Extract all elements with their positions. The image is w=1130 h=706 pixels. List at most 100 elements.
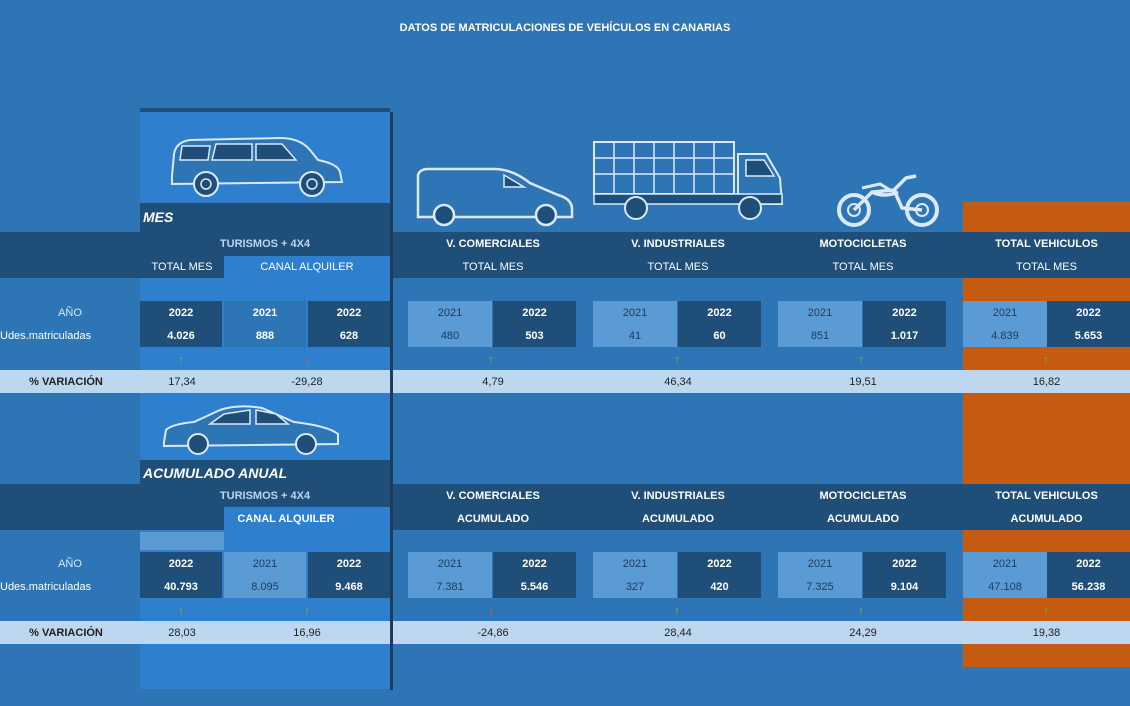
anual-v2-bg <box>1047 552 1130 598</box>
anual-year-c2: 2022 <box>522 557 547 570</box>
anual-m1-bg <box>778 552 862 598</box>
mes-var-tc: -29,28 <box>291 375 323 388</box>
anual-arrow-v: ↑ <box>1042 602 1050 618</box>
anual-arrow-i: ↑ <box>673 602 681 618</box>
mes-sub-motos: TOTAL MES <box>832 261 894 273</box>
anual-group-comerciales: V. COMERCIALES <box>446 489 540 502</box>
mes-header-band <box>0 232 963 278</box>
mes-year-i1: 2021 <box>622 306 648 319</box>
anual-v1-bg <box>963 552 1047 598</box>
truck-icon <box>593 141 784 220</box>
anual-arrow-t: ↑ <box>177 602 185 618</box>
mes-sub-total: TOTAL MES <box>1016 261 1077 273</box>
mes-year-i2: 2022 <box>707 306 732 319</box>
anual-sub-motos: ACUMULADO <box>826 512 900 525</box>
anual-section-label: ACUMULADO ANUAL <box>143 465 288 481</box>
anual-units-c2: 5.546 <box>520 580 549 593</box>
anual-units-t2: 8.095 <box>251 580 279 593</box>
anual-group-total: TOTAL VEHICULOS <box>995 489 1098 502</box>
mes-year-c1: 2021 <box>437 306 463 319</box>
mes-sub-turismos-canal: CANAL ALQUILER <box>260 261 354 273</box>
mes-year-c2: 2022 <box>522 306 547 319</box>
sedan-icon <box>163 405 339 455</box>
mes-var-v: 16,82 <box>1032 375 1061 388</box>
mes-canal-bg <box>224 256 390 278</box>
column-divider <box>390 112 393 690</box>
mes-group-turismos: TURISMOS + 4X4 <box>219 237 311 250</box>
anual-t3-bg <box>308 552 390 598</box>
anual-c2-bg <box>493 552 576 598</box>
anual-var-v: 19,38 <box>1032 626 1061 639</box>
mes-units-c2: 503 <box>525 329 544 342</box>
anual-t2-bg <box>224 552 306 598</box>
mes-year-t1: 2022 <box>168 306 194 319</box>
anual-units-m2: 9.104 <box>890 580 919 593</box>
mes-units-v1: 4.839 <box>991 329 1019 342</box>
anual-year-c1: 2021 <box>437 557 463 570</box>
anual-i1-bg <box>593 552 677 598</box>
anual-year-v1: 2021 <box>992 557 1018 570</box>
van-icon <box>416 167 574 227</box>
anual-group-industriales: V. INDUSTRIALES <box>631 489 725 502</box>
mes-sub-comerciales: TOTAL MES <box>462 261 524 273</box>
mes-t2-bg <box>224 301 306 347</box>
anual-units-i2: 420 <box>710 580 729 593</box>
anual-arrow-c: ↓ <box>487 602 495 618</box>
page-title: DATOS DE MATRICULACIONES DE VEHÍCULOS EN… <box>399 22 731 34</box>
mes-units-i2: 60 <box>713 329 726 342</box>
mes-arrow-c: ↑ <box>487 351 495 367</box>
mes-units-i1: 41 <box>628 329 642 342</box>
anual-year-t2: 2021 <box>252 557 278 570</box>
mes-units-t1: 4.026 <box>167 329 195 342</box>
anual-units-v1: 47.108 <box>988 580 1022 593</box>
mes-arrow-m: ↑ <box>857 351 865 367</box>
anual-units-m1: 7.325 <box>806 580 834 593</box>
mes-units-m1: 851 <box>810 329 830 342</box>
anual-c1-bg <box>408 552 492 598</box>
mes-arrow-tc: ↓ <box>303 351 311 367</box>
anual-sub-industriales: ACUMULADO <box>641 512 715 525</box>
mes-year-t3: 2022 <box>336 306 362 319</box>
mes-sub-industriales: TOTAL MES <box>647 261 709 273</box>
anual-var-i: 28,44 <box>664 626 692 639</box>
mes-year-m1: 2021 <box>807 306 833 319</box>
motorcycle-icon <box>837 174 939 227</box>
anual-label-bg <box>140 460 390 484</box>
mes-var-i: 46,34 <box>664 375 692 388</box>
mes-t1-bg <box>140 301 222 347</box>
anual-var-label: % VARIACIÓN <box>29 626 103 639</box>
mes-year-t2: 2021 <box>252 306 278 319</box>
mes-units-t3: 628 <box>339 329 359 342</box>
mes-label-bg <box>140 203 390 232</box>
suv-icon <box>171 136 344 197</box>
mes-units-label: Udes.matriculadas <box>0 329 92 342</box>
anual-units-t3: 9.468 <box>335 580 363 593</box>
anual-var-m: 24,29 <box>849 626 877 639</box>
mes-arrow-t: ↑ <box>177 351 185 367</box>
anual-variation-band <box>0 621 1130 644</box>
mes-var-t: 17,34 <box>168 375 196 388</box>
mes-group-motos: MOTOCICLETAS <box>819 237 907 250</box>
mes-units-t2: 888 <box>255 329 275 342</box>
mes-v2-bg <box>1047 301 1130 347</box>
anual-year-t3: 2022 <box>336 557 362 570</box>
anual-sub-turismos-canal: CANAL ALQUILER <box>237 512 335 525</box>
anual-group-motos: MOTOCICLETAS <box>819 489 907 502</box>
mes-units-v2: 5.653 <box>1074 329 1103 342</box>
anual-year-m1: 2021 <box>807 557 833 570</box>
anual-t1-bg <box>140 552 222 598</box>
anual-year-v2: 2022 <box>1076 557 1101 570</box>
anual-sub-total: ACUMULADO <box>1010 512 1083 525</box>
anual-year-m2: 2022 <box>892 557 917 570</box>
mes-v1-bg <box>963 301 1047 347</box>
anual-year-label: AÑO <box>58 557 82 570</box>
mes-c1-bg <box>408 301 492 347</box>
mes-year-v1: 2021 <box>992 306 1018 319</box>
anual-canal-bg <box>224 507 390 530</box>
anual-group-turismos: TURISMOS + 4X4 <box>219 489 311 502</box>
mes-year-label: AÑO <box>58 306 82 319</box>
mes-t3-bg <box>308 301 390 347</box>
mes-arrow-i: ↑ <box>673 351 681 367</box>
anual-header-band <box>0 484 1130 530</box>
mes-group-comerciales: V. COMERCIALES <box>446 237 540 250</box>
